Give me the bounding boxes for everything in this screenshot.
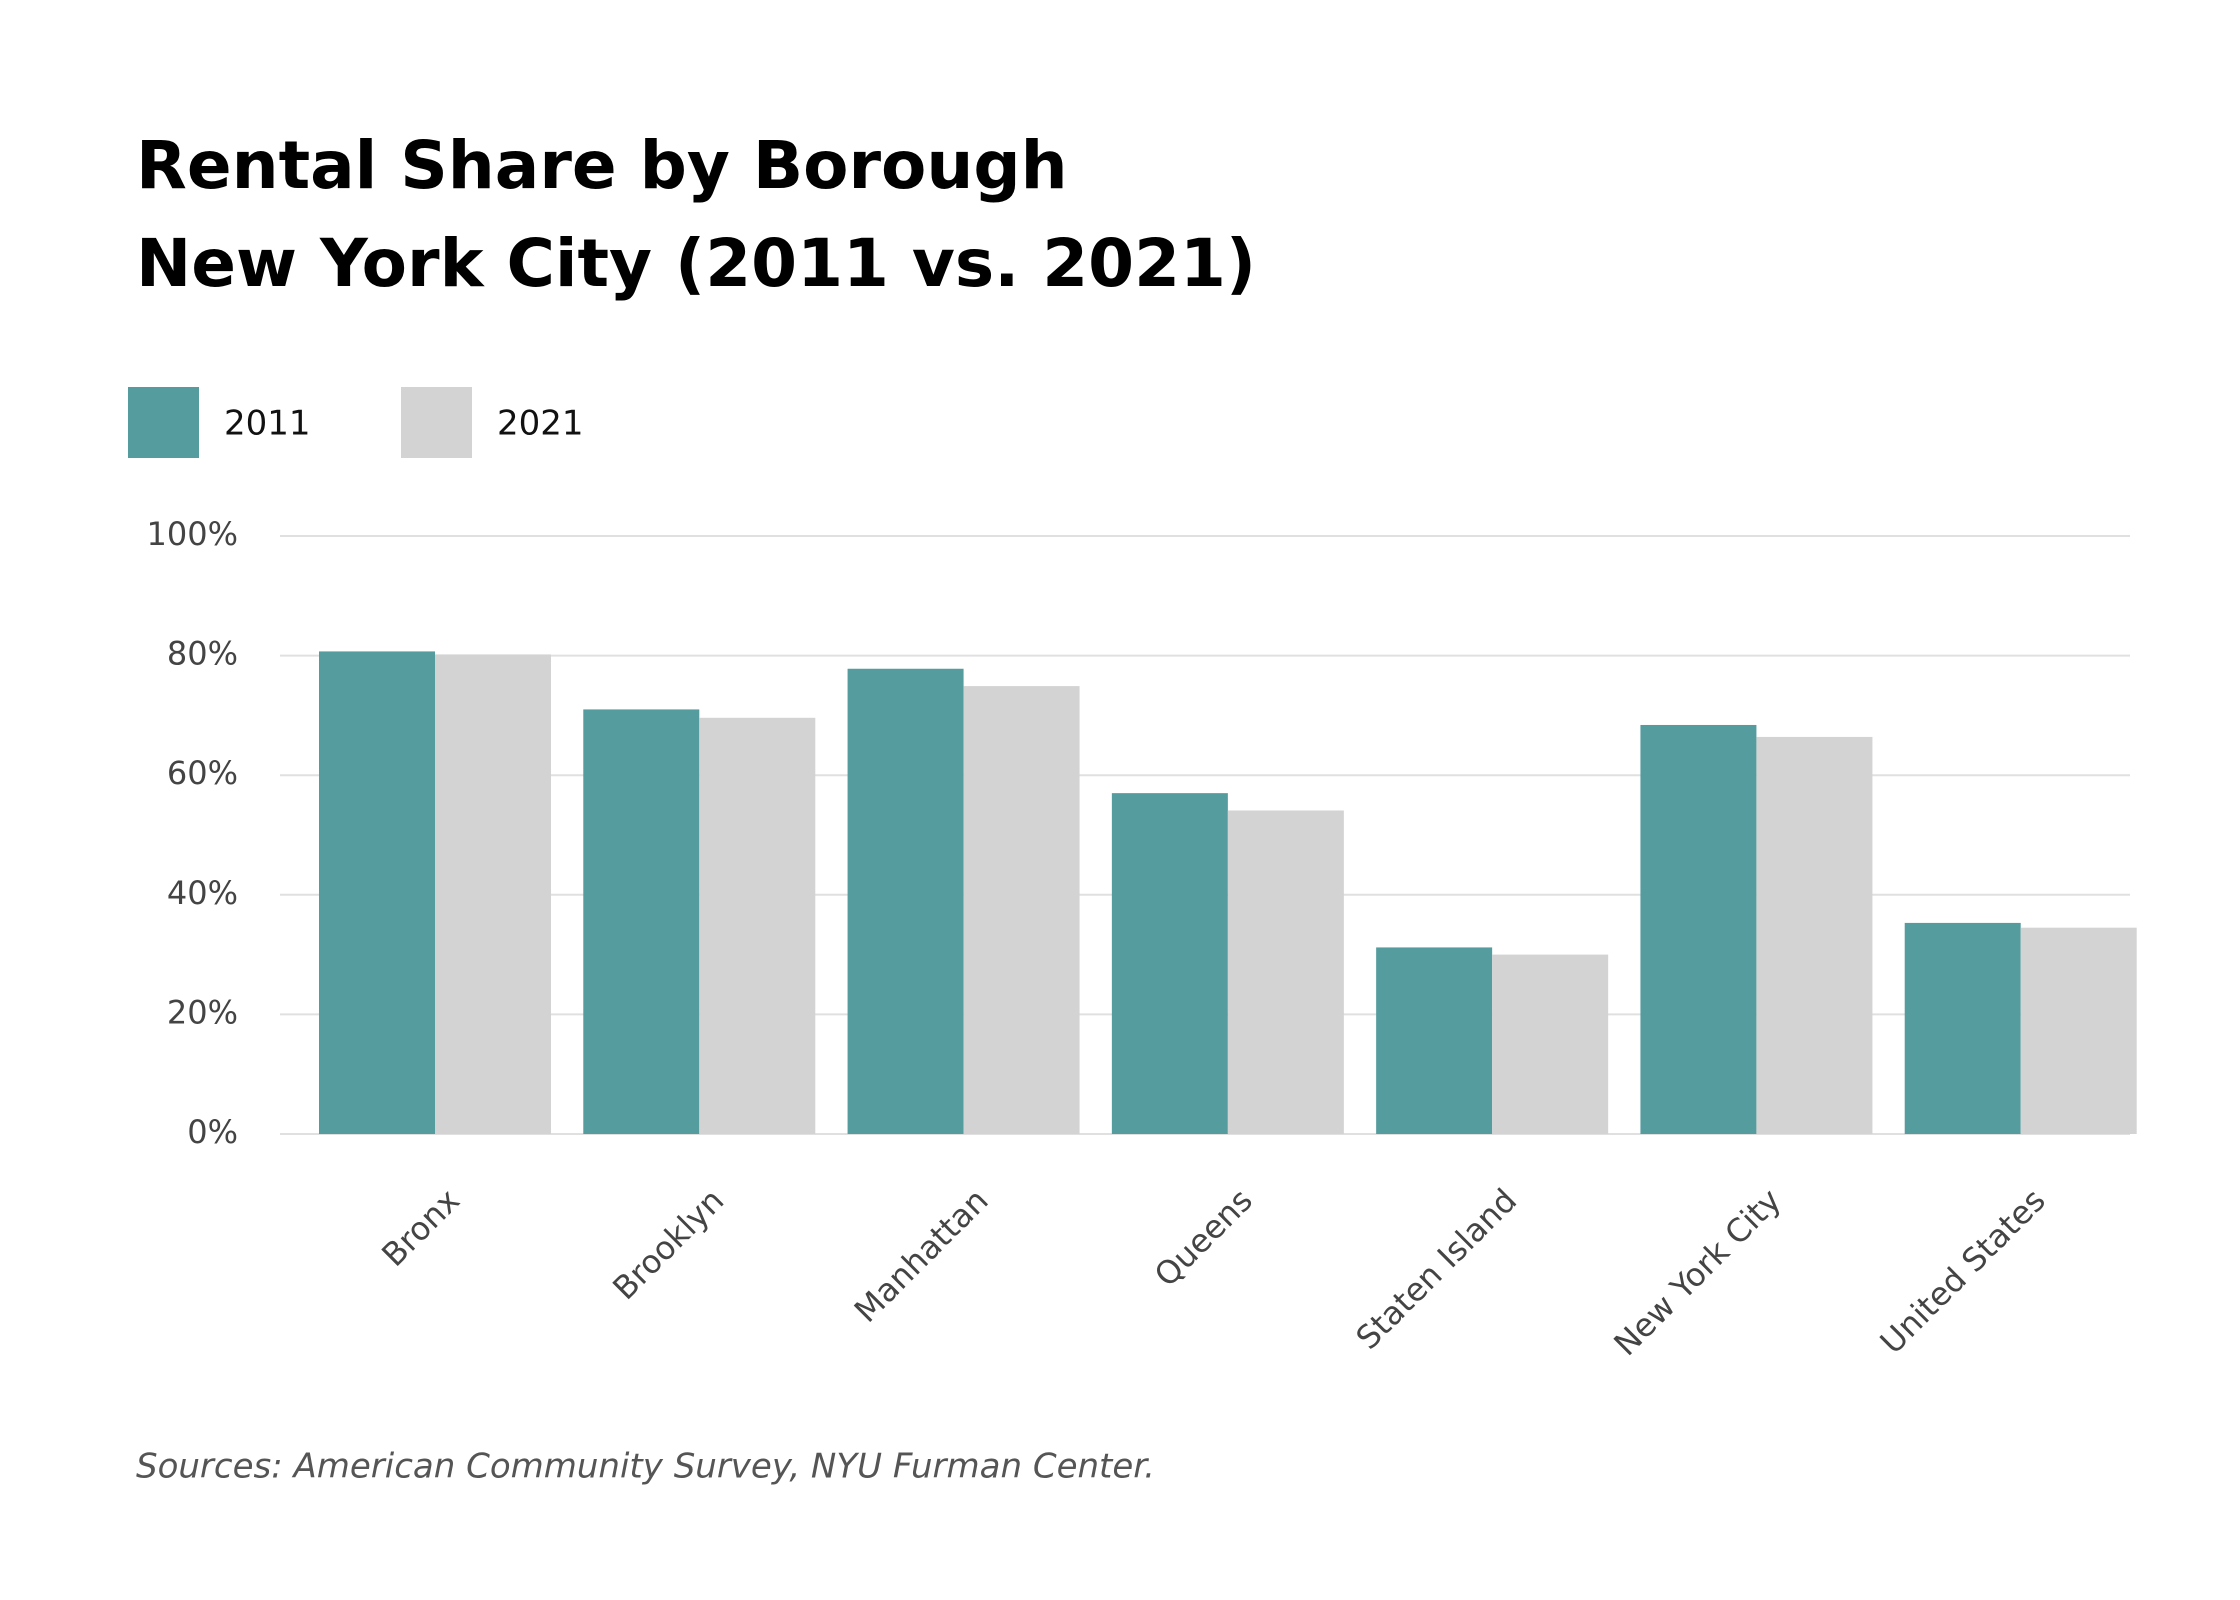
x-tick-label: Staten Island — [1349, 1181, 1525, 1357]
bar — [1904, 922, 2021, 1134]
bar — [847, 668, 964, 1134]
bar — [1227, 810, 1344, 1134]
legend-swatch — [401, 387, 472, 458]
y-tick-label: 100% — [147, 515, 238, 553]
bar — [1640, 724, 1757, 1134]
legend-label: 2021 — [497, 404, 584, 444]
x-tick-label: New York City — [1606, 1181, 1788, 1363]
bar — [1492, 954, 1609, 1134]
x-tick-label: Manhattan — [847, 1181, 996, 1330]
y-tick-label: 40% — [167, 874, 238, 912]
chart-subtitle: New York City (2011 vs. 2021) — [136, 225, 1256, 302]
legend-label: 2011 — [224, 404, 311, 444]
y-tick-label: 80% — [167, 635, 238, 673]
x-tick-label: Brooklyn — [605, 1181, 731, 1307]
y-tick-label: 20% — [167, 993, 238, 1031]
bar — [319, 651, 435, 1134]
x-tick-label: Bronx — [374, 1181, 467, 1274]
source-note: Sources: American Community Survey, NYU … — [136, 1447, 1155, 1487]
bar — [699, 717, 816, 1134]
bar — [435, 654, 551, 1134]
x-tick-label: United States — [1873, 1181, 2053, 1361]
bar — [2020, 927, 2137, 1134]
chart-title: Rental Share by Borough — [136, 127, 1068, 204]
legend-swatch — [128, 387, 199, 458]
bar — [1111, 793, 1228, 1134]
y-tick-label: 60% — [167, 754, 238, 792]
bar — [963, 686, 1080, 1134]
bar — [1756, 736, 1873, 1134]
bar — [583, 709, 700, 1134]
x-tick-label: Queens — [1147, 1181, 1260, 1294]
y-tick-label: 0% — [187, 1113, 238, 1151]
bar — [1376, 947, 1493, 1134]
